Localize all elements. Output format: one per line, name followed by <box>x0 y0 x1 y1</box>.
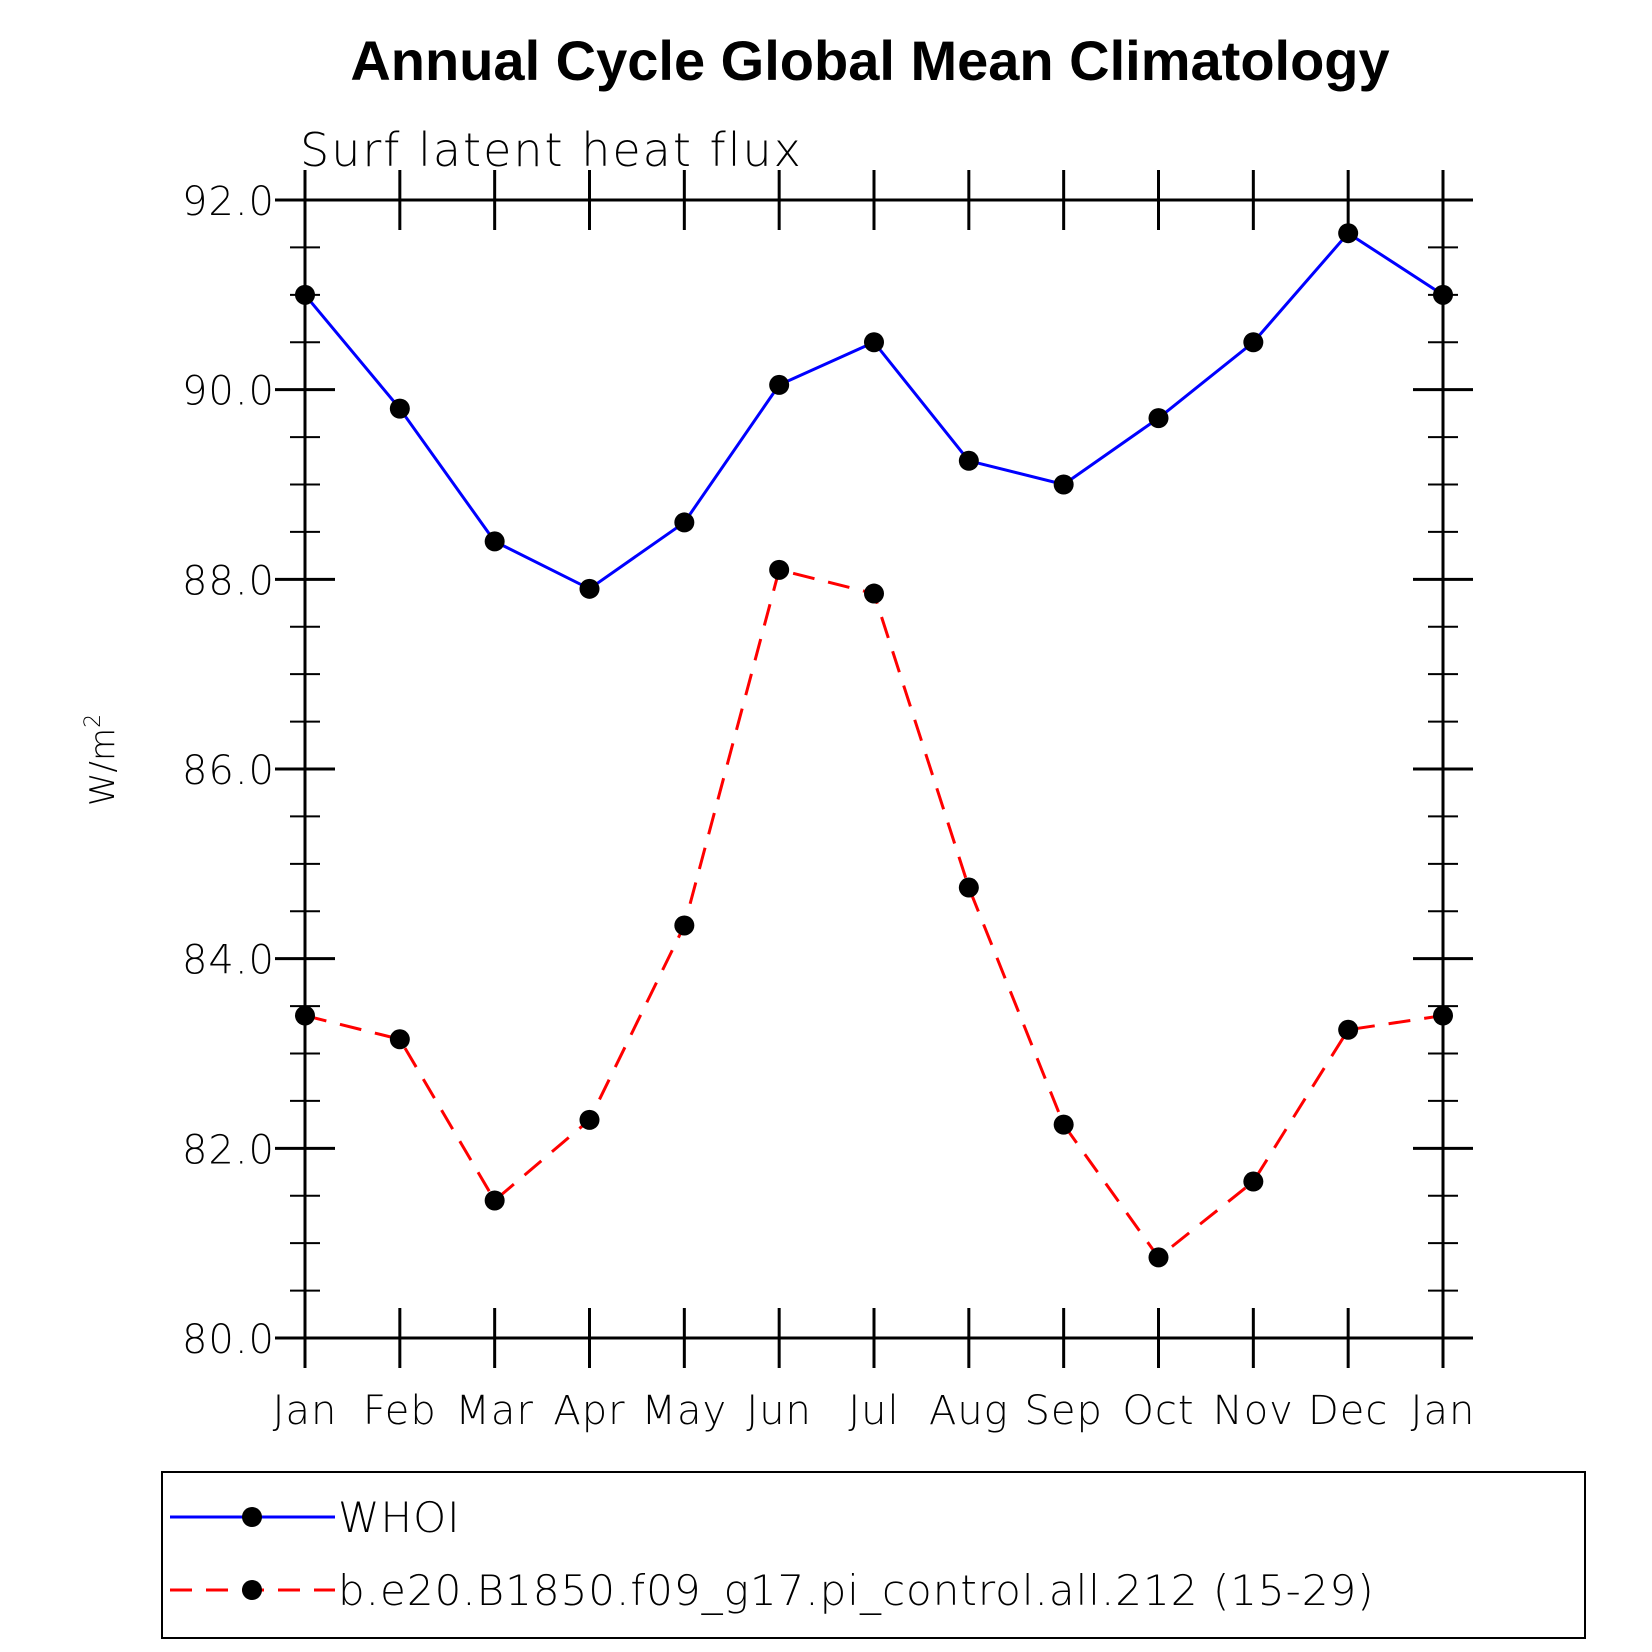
data-point <box>864 332 884 353</box>
series-line-1 <box>304 568 1444 1260</box>
x-tick-label: Apr <box>553 1388 625 1434</box>
x-tick-label: Jun <box>746 1388 812 1434</box>
x-tick-labels: Jan Feb Mar Apr May Jun Jul Aug Sep Oct Nov Dec Jan <box>273 1388 1476 1434</box>
chart-title: Annual Cycle Global Mean Climatology <box>350 29 1389 92</box>
data-point <box>1433 1005 1453 1026</box>
y-axis-label: W/m2 <box>81 714 123 806</box>
y-tick-label: 84.0 <box>182 938 275 984</box>
x-tick-label: Feb <box>363 1388 437 1434</box>
y-tick-label: 82.0 <box>182 1127 275 1173</box>
data-point <box>1148 408 1169 429</box>
axis-ticks <box>275 170 1473 1368</box>
data-point <box>1338 223 1359 244</box>
data-point <box>389 398 410 419</box>
y-tick-label: 90.0 <box>182 369 275 415</box>
legend: WHOI b.e20.B1850.f09_g17.pi_control.all.2… <box>170 1493 1375 1615</box>
legend-label-0: WHOI <box>338 1493 461 1542</box>
series-line-0 <box>303 231 1444 591</box>
series-layer <box>295 223 1453 1268</box>
legend-marker <box>242 1507 262 1527</box>
legend-label-1: b.e20.B1850.f09_g17.pi_control.all.212 (… <box>338 1566 1375 1615</box>
data-point <box>769 559 790 580</box>
data-point <box>1433 284 1453 305</box>
x-tick-label: Dec <box>1308 1388 1388 1434</box>
data-point <box>864 583 884 604</box>
y-tick-labels: 80.0 82.0 84.0 86.0 88.0 90.0 92.0 <box>182 179 275 1363</box>
data-point <box>484 531 505 552</box>
data-point <box>295 284 315 305</box>
data-point <box>1148 1247 1169 1268</box>
data-point <box>295 1005 315 1026</box>
y-tick-label: 88.0 <box>182 558 275 604</box>
data-point <box>1243 332 1264 353</box>
data-point <box>484 1190 505 1211</box>
svg-text:W/m2: W/m2 <box>81 714 123 806</box>
x-tick-label: Jan <box>1411 1388 1476 1434</box>
y-axis-label-superscript: 2 <box>81 714 106 728</box>
x-tick-label: Nov <box>1213 1388 1294 1434</box>
data-point <box>579 578 600 599</box>
data-point <box>769 374 790 395</box>
y-tick-label: 80.0 <box>182 1317 275 1363</box>
data-point <box>1053 474 1074 495</box>
legend-marker <box>242 1580 262 1600</box>
chart-subtitle: Surf latent heat flux <box>300 123 803 177</box>
data-point <box>674 512 695 533</box>
x-tick-label: Oct <box>1122 1388 1194 1434</box>
data-point <box>1243 1171 1264 1192</box>
x-tick-label: Aug <box>929 1388 1009 1434</box>
data-point <box>958 877 979 898</box>
data-point <box>1338 1019 1359 1040</box>
data-point <box>674 915 695 936</box>
data-point <box>958 450 979 471</box>
y-tick-label: 92.0 <box>182 179 275 225</box>
x-tick-label: Mar <box>455 1388 533 1434</box>
data-point <box>579 1109 600 1130</box>
plot-frame <box>303 198 1445 1340</box>
data-point <box>1053 1114 1074 1135</box>
data-point <box>389 1029 410 1050</box>
legend-box <box>161 1471 1586 1639</box>
y-tick-label: 86.0 <box>182 748 275 794</box>
x-tick-label: Jul <box>848 1388 899 1434</box>
x-tick-label: Sep <box>1024 1388 1102 1434</box>
x-tick-label: Jan <box>273 1388 338 1434</box>
x-tick-label: May <box>641 1388 727 1434</box>
y-axis-label-text: W/m <box>83 728 123 806</box>
